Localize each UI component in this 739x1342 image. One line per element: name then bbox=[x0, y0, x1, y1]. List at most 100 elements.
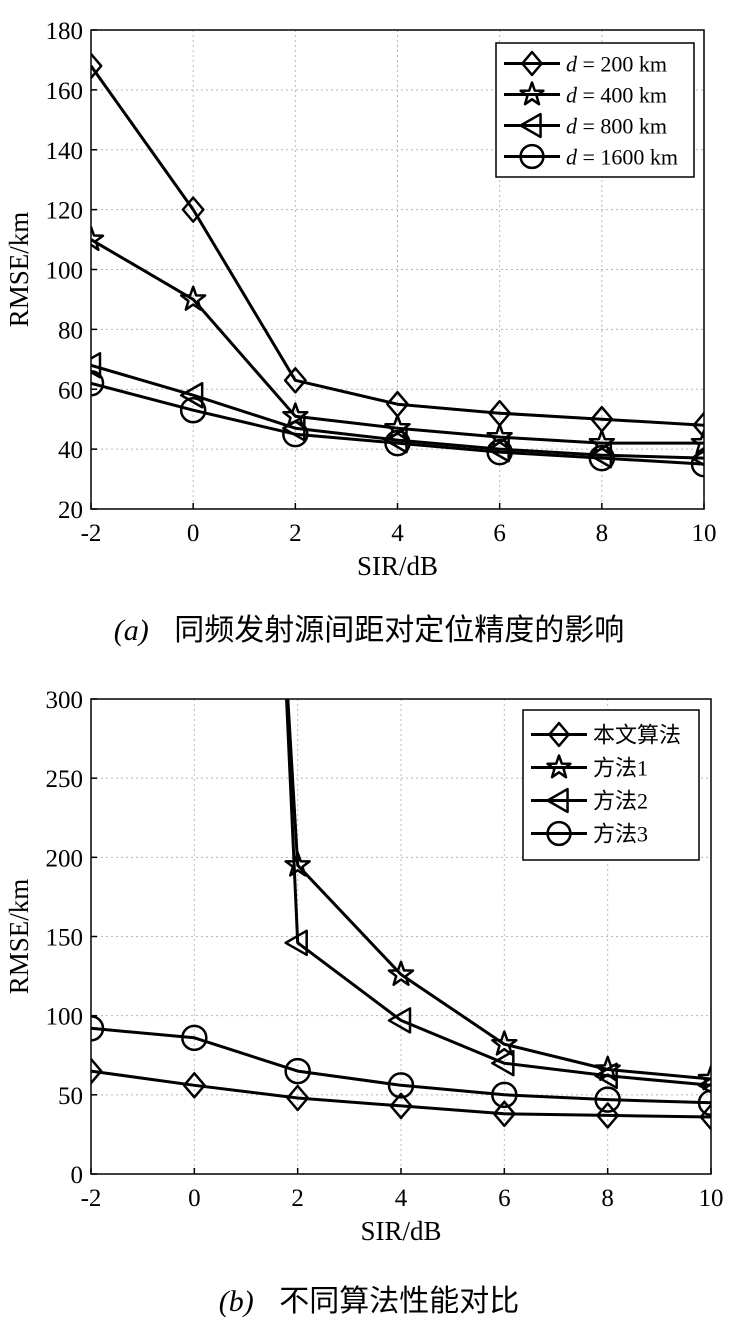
chart-b-series-3-point bbox=[284, 929, 308, 957]
chart-b-series-4-point bbox=[387, 1072, 415, 1099]
chart-a-series-3-line bbox=[91, 363, 704, 460]
caption-a-tag: (a) bbox=[114, 614, 149, 647]
chart-a-legend-label-text: = 1600 km bbox=[577, 145, 678, 170]
chart-a-series-1-point bbox=[91, 52, 103, 80]
chart-a-x-tick-label: 0 bbox=[187, 520, 200, 547]
chart-a-series-3-point bbox=[91, 352, 102, 379]
chart-b-x-tick-label: 6 bbox=[498, 1185, 511, 1212]
chart-a-plot-area bbox=[91, 52, 704, 478]
chart-b-series-2-point bbox=[387, 960, 415, 986]
chart-a-x-tick-label: 10 bbox=[692, 520, 717, 547]
chart-a-legend-marker-2 bbox=[519, 81, 545, 106]
chart-b-series-4-point bbox=[284, 1057, 311, 1085]
chart-a-legend-marker-4 bbox=[519, 143, 545, 170]
chart-a-y-tick-label: 140 bbox=[46, 138, 84, 165]
chart-b-series-4-point bbox=[491, 1081, 518, 1109]
chart-a-y-tick-label: 80 bbox=[58, 317, 83, 344]
chart-a-y-tick-label: 180 bbox=[46, 18, 84, 45]
chart-b-y-tick-label: 0 bbox=[71, 1162, 84, 1189]
caption-a: (a) 同频发射源间距对定位精度的影响 bbox=[114, 614, 624, 647]
chart-a-legend-label-text: = 200 km bbox=[577, 52, 667, 77]
chart-b-legend-label-4: 方法3 bbox=[593, 822, 648, 847]
chart-a-x-axis-label: SIR/dB bbox=[357, 551, 438, 581]
chart-a-legend-label-3: d = 800 km bbox=[566, 114, 667, 139]
chart-a-series-4-point bbox=[690, 450, 704, 478]
chart-b-series-4-line bbox=[91, 1026, 711, 1105]
chart-a-legend-label-var: d bbox=[566, 114, 578, 139]
chart-b-series-4-point bbox=[91, 1015, 105, 1042]
chart-b-series-3-line bbox=[285, 699, 711, 1087]
chart-b-series-3-point bbox=[491, 1049, 515, 1077]
chart-a-y-tick-label: 20 bbox=[58, 497, 83, 524]
chart-a-y-tick-label: 160 bbox=[46, 78, 84, 105]
chart-b-legend-label-3: 方法2 bbox=[593, 789, 648, 814]
chart-a-legend-label-text: = 400 km bbox=[577, 83, 667, 108]
chart-a-x-tick-label: 6 bbox=[493, 520, 506, 547]
chart-a-legend: d = 200 kmd = 400 kmd = 800 kmd = 1600 k… bbox=[495, 42, 695, 178]
chart-a-y-tick-label: 100 bbox=[46, 258, 84, 285]
chart-a-legend-label-1: d = 200 km bbox=[566, 52, 667, 77]
chart-b-y-tick-label: 300 bbox=[46, 687, 84, 714]
chart-b-x-tick-label: 2 bbox=[291, 1185, 304, 1212]
chart-b-series-1-point bbox=[389, 1092, 413, 1120]
caption-b: (b) 不同算法性能对比 bbox=[219, 1285, 519, 1318]
chart-a-legend-label-var: d bbox=[566, 145, 578, 170]
chart-a-series-4-line bbox=[91, 381, 704, 466]
chart-a-series-4-point bbox=[91, 370, 105, 397]
chart-b-series-3-point bbox=[594, 1062, 618, 1090]
chart-b: -2 0 2 4 6 8 10050100150200250300SIR/dBRMSE/km… bbox=[4, 687, 724, 1246]
chart-a-legend-marker-1 bbox=[521, 50, 543, 77]
chart-a-legend-label-2: d = 400 km bbox=[566, 83, 667, 108]
chart-b-x-tick-label: -2 bbox=[81, 1185, 102, 1212]
caption-b-tag: (b) bbox=[219, 1285, 254, 1318]
chart-b-x-tick-label: 0 bbox=[188, 1185, 201, 1212]
chart-b-y-tick-label: 150 bbox=[46, 925, 84, 952]
chart-a-legend-box bbox=[495, 42, 695, 178]
chart-a-series-3-point bbox=[179, 381, 204, 409]
chart-b-y-tick-label: 50 bbox=[58, 1083, 83, 1110]
chart-a-series-3-point bbox=[384, 426, 408, 454]
chart-a-x-tick-label: 8 bbox=[596, 520, 609, 547]
chart-a-legend-label-4: d = 1600 km bbox=[566, 145, 678, 170]
chart-a-y-axis-label: RMSE/km bbox=[4, 212, 34, 328]
chart-b-series-1-point bbox=[91, 1057, 103, 1085]
chart-a-legend-label-var: d bbox=[566, 83, 578, 108]
chart-b-legend-label-1: 本文算法 bbox=[593, 723, 681, 748]
chart-b-legend-marker-1 bbox=[548, 721, 570, 748]
chart-a-y-tick-label: 40 bbox=[58, 437, 83, 464]
chart-b-y-axis-label: RMSE/km bbox=[4, 879, 34, 995]
chart-a-series-4-point bbox=[588, 444, 616, 472]
chart-b-legend-marker-4 bbox=[546, 820, 572, 847]
chart-a-x-tick-label: -2 bbox=[81, 520, 102, 547]
chart-a-series-2-line bbox=[91, 238, 704, 445]
chart-a-series-2-point bbox=[91, 225, 105, 252]
chart-b-x-tick-label: 8 bbox=[601, 1185, 614, 1212]
chart-a-series-1-line bbox=[91, 65, 704, 427]
chart-b-x-tick-label: 4 bbox=[395, 1185, 408, 1212]
chart-b-series-4-point bbox=[697, 1089, 711, 1116]
chart-b-series-1-point bbox=[182, 1072, 206, 1099]
chart-b-series-2-point bbox=[284, 851, 311, 877]
chart-b-series-2-point bbox=[491, 1030, 518, 1056]
chart-b-series-4-point bbox=[181, 1024, 208, 1052]
chart-b-series-1-point bbox=[492, 1100, 516, 1128]
chart-a-series-2-point bbox=[179, 285, 207, 311]
chart-b-series-1-point bbox=[596, 1102, 620, 1129]
chart-a-legend-marker-3 bbox=[519, 112, 542, 139]
chart-b-plot-area bbox=[91, 699, 711, 1131]
chart-a-series-3-point bbox=[486, 435, 510, 463]
chart-b-series-3-point bbox=[387, 1007, 412, 1034]
chart-a-series-2-point bbox=[690, 429, 704, 455]
chart-a-x-tick-label: 2 bbox=[289, 520, 302, 547]
chart-a-series-4-point bbox=[486, 438, 513, 466]
chart-b-legend-marker-3 bbox=[546, 787, 569, 814]
chart-a: -2 0 2 4 6 8 10 20 40 60 80 100 120 140 160 180 SIR/dB RM… bbox=[4, 18, 717, 581]
caption-a-text: 同频发射源间距对定位精度的影响 bbox=[174, 614, 624, 647]
chart-a-legend-label-var: d bbox=[566, 52, 578, 77]
chart-a-series-1-point bbox=[692, 411, 704, 439]
chart-b-series-1-line bbox=[91, 1069, 711, 1119]
chart-a-series-3-point bbox=[588, 441, 613, 469]
chart-b-x-tick-label: 10 bbox=[699, 1185, 724, 1212]
